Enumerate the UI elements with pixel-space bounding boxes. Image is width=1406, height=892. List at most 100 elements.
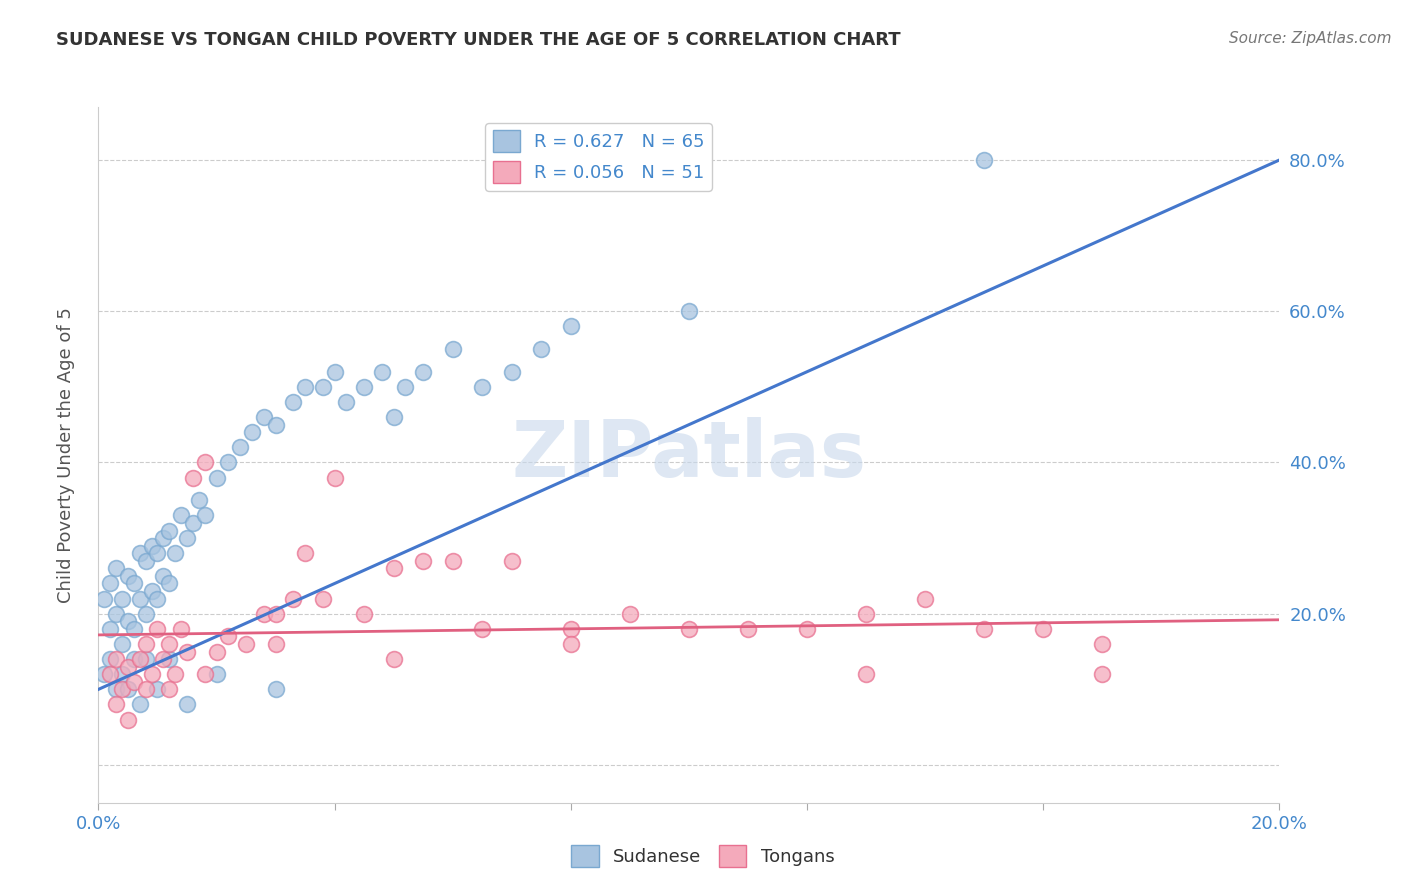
Point <box>312 591 335 606</box>
Point <box>194 667 217 681</box>
Point <box>157 682 180 697</box>
Point <box>98 576 121 591</box>
Point <box>93 591 115 606</box>
Point <box>111 637 134 651</box>
Point <box>117 659 139 673</box>
Point <box>194 508 217 523</box>
Point <box>128 546 150 560</box>
Y-axis label: Child Poverty Under the Age of 5: Child Poverty Under the Age of 5 <box>56 307 75 603</box>
Point <box>855 667 877 681</box>
Point <box>353 607 375 621</box>
Point <box>253 410 276 425</box>
Point <box>152 531 174 545</box>
Point <box>312 380 335 394</box>
Point <box>382 652 405 666</box>
Point <box>796 622 818 636</box>
Point <box>187 493 209 508</box>
Point <box>181 516 204 530</box>
Point <box>229 441 252 455</box>
Point <box>205 470 228 484</box>
Legend: Sudanese, Tongans: Sudanese, Tongans <box>564 838 842 874</box>
Point <box>176 531 198 545</box>
Point <box>170 508 193 523</box>
Point <box>619 607 641 621</box>
Point <box>217 455 239 469</box>
Point <box>122 576 145 591</box>
Point <box>135 652 157 666</box>
Point <box>501 554 523 568</box>
Point <box>205 644 228 658</box>
Legend: R = 0.627   N = 65, R = 0.056   N = 51: R = 0.627 N = 65, R = 0.056 N = 51 <box>485 123 711 191</box>
Text: Source: ZipAtlas.com: Source: ZipAtlas.com <box>1229 31 1392 46</box>
Point <box>264 637 287 651</box>
Point <box>117 682 139 697</box>
Point <box>141 584 163 599</box>
Point <box>264 417 287 432</box>
Point <box>264 607 287 621</box>
Point <box>176 698 198 712</box>
Point <box>240 425 263 440</box>
Point <box>394 380 416 394</box>
Point <box>105 607 128 621</box>
Point <box>678 304 700 318</box>
Point <box>122 674 145 689</box>
Point <box>146 591 169 606</box>
Point <box>170 622 193 636</box>
Point <box>412 554 434 568</box>
Point <box>93 667 115 681</box>
Point <box>412 365 434 379</box>
Point <box>560 319 582 334</box>
Point <box>135 682 157 697</box>
Point <box>1091 667 1114 681</box>
Point <box>98 622 121 636</box>
Point <box>283 395 305 409</box>
Point <box>914 591 936 606</box>
Point <box>105 561 128 575</box>
Point <box>1091 637 1114 651</box>
Point <box>117 615 139 629</box>
Point <box>382 410 405 425</box>
Point <box>105 682 128 697</box>
Point <box>235 637 257 651</box>
Point <box>157 576 180 591</box>
Point <box>371 365 394 379</box>
Point <box>105 652 128 666</box>
Text: ZIPatlas: ZIPatlas <box>512 417 866 493</box>
Point <box>323 365 346 379</box>
Point <box>973 622 995 636</box>
Point <box>165 667 187 681</box>
Point <box>181 470 204 484</box>
Point <box>176 644 198 658</box>
Point <box>157 652 180 666</box>
Point <box>135 554 157 568</box>
Point <box>128 698 150 712</box>
Point <box>105 698 128 712</box>
Point <box>335 395 357 409</box>
Point <box>205 667 228 681</box>
Point <box>678 622 700 636</box>
Point <box>855 607 877 621</box>
Point <box>141 539 163 553</box>
Point <box>530 342 553 356</box>
Point <box>264 682 287 697</box>
Point <box>111 682 134 697</box>
Point <box>217 629 239 643</box>
Point <box>973 153 995 167</box>
Point <box>737 622 759 636</box>
Point <box>117 713 139 727</box>
Point <box>283 591 305 606</box>
Text: SUDANESE VS TONGAN CHILD POVERTY UNDER THE AGE OF 5 CORRELATION CHART: SUDANESE VS TONGAN CHILD POVERTY UNDER T… <box>56 31 901 49</box>
Point <box>194 455 217 469</box>
Point <box>146 622 169 636</box>
Point <box>141 667 163 681</box>
Point <box>353 380 375 394</box>
Point <box>382 561 405 575</box>
Point <box>98 652 121 666</box>
Point <box>122 652 145 666</box>
Point <box>111 591 134 606</box>
Point <box>501 365 523 379</box>
Point <box>560 622 582 636</box>
Point <box>471 622 494 636</box>
Point <box>146 682 169 697</box>
Point <box>441 554 464 568</box>
